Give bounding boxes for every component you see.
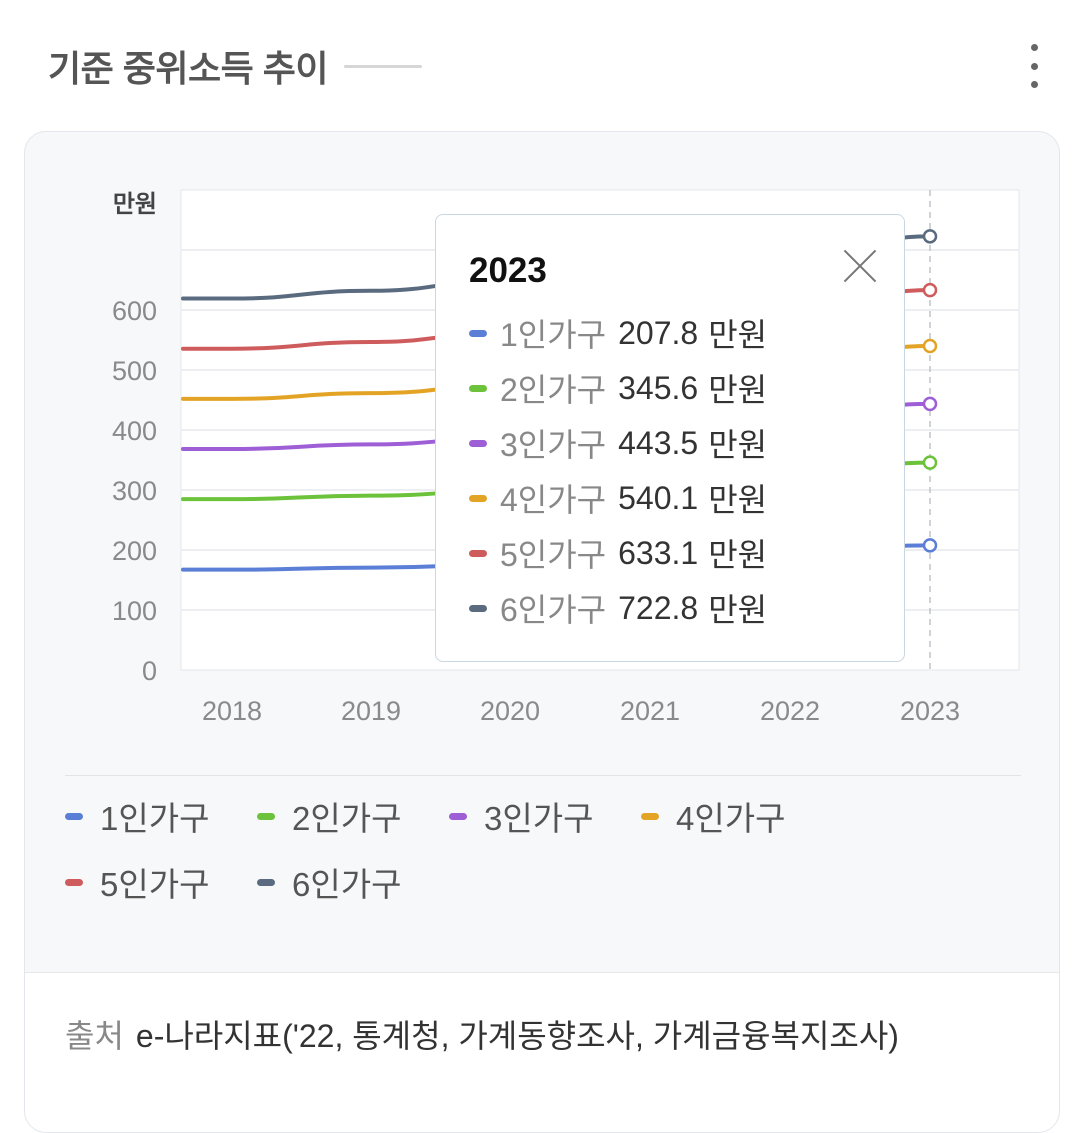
tooltip-series-value: 540.1 bbox=[618, 479, 699, 516]
series-color-icon bbox=[469, 329, 487, 337]
y-tick-label: 300 bbox=[112, 476, 157, 506]
divider bbox=[65, 775, 1021, 776]
y-tick-label: 200 bbox=[112, 536, 157, 566]
tooltip-row: 6인가구 722.8 만원 bbox=[469, 588, 767, 628]
y-tick-label: 600 bbox=[112, 296, 157, 326]
series-color-icon bbox=[469, 549, 487, 557]
y-tick-label: 400 bbox=[112, 416, 157, 446]
tooltip-row: 5인가구 633.1 만원 bbox=[469, 533, 767, 573]
legend-color-icon bbox=[257, 812, 275, 820]
more-dot-icon bbox=[1030, 44, 1038, 51]
data-point-marker bbox=[922, 338, 938, 354]
x-tick-label: 2023 bbox=[900, 696, 960, 726]
source-section: 출처 e-나라지표('22, 통계청, 가계동향조사, 가계금융복지조사) bbox=[25, 972, 1059, 1132]
legend-color-icon bbox=[449, 812, 467, 820]
legend-item[interactable]: 4인가구 bbox=[641, 796, 785, 837]
tooltip-series-label: 3인가구 bbox=[500, 427, 607, 463]
tooltip-series-label: 6인가구 bbox=[500, 592, 607, 628]
legend-label: 4인가구 bbox=[676, 800, 786, 837]
tooltip-series-value: 207.8 bbox=[618, 314, 699, 351]
legend-label: 3인가구 bbox=[484, 800, 594, 837]
legend-color-icon bbox=[641, 812, 659, 820]
series-color-icon bbox=[469, 439, 487, 447]
header: 기준 중위소득 추이 bbox=[48, 40, 422, 92]
legend-color-icon bbox=[65, 878, 83, 886]
tooltip-unit: 만원 bbox=[708, 372, 768, 408]
series-color-icon bbox=[469, 604, 487, 612]
page-title: 기준 중위소득 추이 bbox=[48, 48, 328, 89]
tooltip-series-value: 443.5 bbox=[618, 424, 699, 461]
source-label: 출처 bbox=[65, 1018, 124, 1054]
x-tick-label: 2022 bbox=[760, 696, 820, 726]
data-point-marker bbox=[922, 396, 938, 412]
legend-item[interactable]: 2인가구 bbox=[257, 796, 401, 837]
tooltip-row: 4인가구 540.1 만원 bbox=[469, 478, 767, 518]
series-color-icon bbox=[469, 384, 487, 392]
close-icon[interactable] bbox=[840, 245, 880, 285]
y-tick-label: 500 bbox=[112, 356, 157, 386]
title-rule bbox=[343, 64, 422, 68]
legend-color-icon bbox=[257, 878, 275, 886]
more-menu-button[interactable] bbox=[1024, 44, 1044, 88]
tooltip-series-label: 1인가구 bbox=[500, 317, 607, 353]
more-dot-icon bbox=[1030, 62, 1038, 70]
tooltip-unit: 만원 bbox=[708, 482, 768, 518]
y-tick-label: 0 bbox=[142, 656, 157, 686]
x-tick-label: 2019 bbox=[341, 696, 401, 726]
legend-item[interactable]: 6인가구 bbox=[257, 862, 401, 903]
y-axis-unit-label: 만원 bbox=[113, 191, 157, 218]
more-dot-icon bbox=[1030, 81, 1038, 88]
source-text: 출처 e-나라지표('22, 통계청, 가계동향조사, 가계금융복지조사) bbox=[65, 1011, 899, 1057]
tooltip-series-label: 4인가구 bbox=[500, 482, 607, 518]
tooltip-row: 3인가구 443.5 만원 bbox=[469, 423, 767, 463]
legend-label: 5인가구 bbox=[100, 866, 210, 903]
chart-card: 만원 0 100 200 300 400 500 600 2018 2019 2020 2021 202… bbox=[24, 131, 1060, 1133]
legend-label: 1인가구 bbox=[100, 800, 210, 837]
legend-item[interactable]: 1인가구 bbox=[65, 796, 209, 837]
legend-label: 6인가구 bbox=[292, 866, 402, 903]
legend-color-icon bbox=[65, 812, 83, 820]
legend-label: 2인가구 bbox=[292, 800, 402, 837]
data-point-marker bbox=[922, 282, 938, 298]
tooltip-series-value: 345.6 bbox=[618, 369, 699, 406]
tooltip-row: 2인가구 345.6 만원 bbox=[469, 368, 767, 408]
y-tick-label: 100 bbox=[112, 596, 157, 626]
series-color-icon bbox=[469, 494, 487, 502]
tooltip-series-value: 722.8 bbox=[618, 589, 699, 626]
data-point-marker bbox=[922, 538, 938, 553]
tooltip-series-label: 2인가구 bbox=[500, 372, 607, 408]
tooltip-series-label: 5인가구 bbox=[500, 537, 607, 573]
tooltip-unit: 만원 bbox=[708, 537, 768, 573]
data-point-marker bbox=[922, 455, 938, 470]
legend-item[interactable]: 3인가구 bbox=[449, 796, 593, 837]
tooltip-unit: 만원 bbox=[708, 317, 768, 353]
x-tick-label: 2018 bbox=[202, 696, 262, 726]
tooltip-series-value: 633.1 bbox=[618, 534, 699, 571]
data-point-marker bbox=[922, 229, 938, 244]
x-tick-label: 2020 bbox=[480, 696, 540, 726]
legend-item[interactable]: 5인가구 bbox=[65, 862, 209, 903]
tooltip-unit: 만원 bbox=[708, 592, 768, 628]
tooltip-year: 2023 bbox=[469, 251, 547, 290]
x-tick-label: 2021 bbox=[620, 696, 680, 726]
tooltip-unit: 만원 bbox=[708, 427, 768, 463]
tooltip-row: 1인가구 207.8 만원 bbox=[469, 313, 767, 353]
chart-tooltip: 2023 1인가구 207.8 만원 2인가구 345.6 만원 3인가구 443.5 만원 4인… bbox=[435, 214, 905, 662]
source-value: e-나라지표('22, 통계청, 가계동향조사, 가계금융복지조사) bbox=[135, 1018, 899, 1054]
